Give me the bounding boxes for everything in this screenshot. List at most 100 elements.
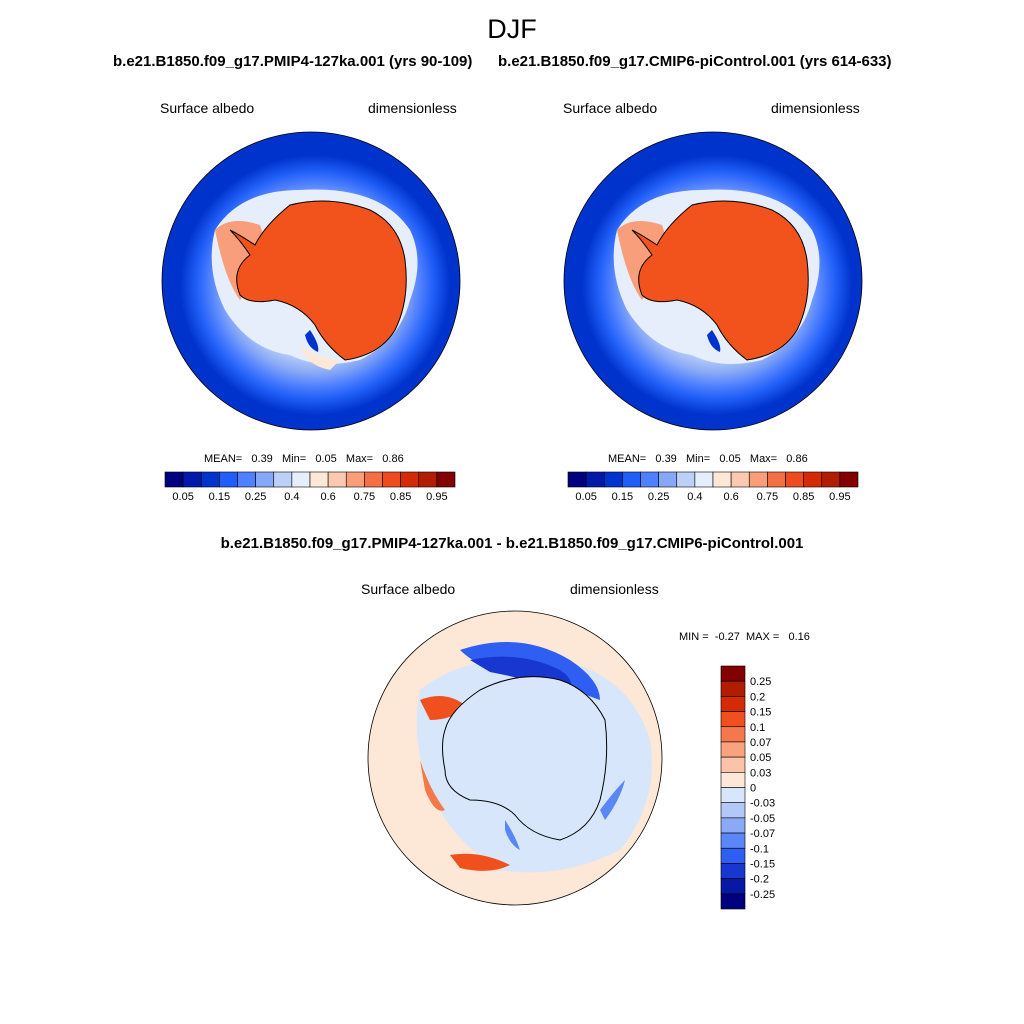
panel-1-colorbar-tick-label: 0.4 <box>284 491 299 503</box>
panel-3-colorbar-tick-label: 0.15 <box>750 707 771 719</box>
panel-3-colorbar-tick-label: 0.03 <box>750 767 771 779</box>
panel-3-colorbar-tick-label: -0.25 <box>750 889 775 901</box>
panel-2-colorbar-swatch <box>821 471 841 488</box>
panel-1-max-value: 0.86 <box>382 453 404 465</box>
panel-2-colorbar-swatch <box>785 471 804 488</box>
panel-1-colorbar-tick-label: 0.05 <box>172 491 193 503</box>
panel-2-colorbar-swatch <box>622 471 641 488</box>
panel-2-colorbar-swatch <box>567 471 587 488</box>
panel-3-colorbar-tick-label: 0 <box>750 783 756 795</box>
panel-1-colorbar-swatch <box>182 471 202 488</box>
panel-3-units-label: dimensionless <box>570 581 659 597</box>
panel-3-colorbar-swatch <box>720 863 746 879</box>
panel-3-colorbar-tick-label: 0.25 <box>750 676 771 688</box>
panel-3-colorbar-swatch <box>720 832 746 849</box>
panel-2-max-label: Max= <box>749 453 778 465</box>
panel-1-colorbar-swatch <box>436 471 456 488</box>
panel-3-colorbar-tick-label: 0.05 <box>750 752 771 764</box>
panel-3-colorbar-swatch <box>720 878 746 895</box>
panel-3-minmax: MIN = -0.27 MAX = 0.16 <box>679 631 810 643</box>
panel-1-colorbar-tick-label: 0.85 <box>390 491 411 503</box>
panel-1-colorbar: 0.05 0.15 0.25 0.4 0.6 0.75 0.85 0.95 <box>164 471 456 503</box>
panel-1-colorbar-swatch <box>327 471 347 488</box>
panel-3-min-value: -0.27 <box>714 631 740 643</box>
panel-2-min-label: Min= <box>685 453 711 465</box>
panel-3-colorbar-swatch <box>720 772 746 788</box>
panel-3-min-label: MIN = <box>679 631 709 643</box>
panel-2-variable-label: Surface albedo <box>563 100 658 116</box>
panel-2-colorbar-swatch <box>767 471 786 488</box>
panel-2-max-value: 0.86 <box>786 453 808 465</box>
panel-3-colorbar-swatch <box>720 802 746 819</box>
panel-1-colorbar-tick-label: 0.25 <box>245 491 266 503</box>
panel-1-colorbar-swatch <box>364 471 383 488</box>
panel-2-min-value: 0.05 <box>719 453 741 465</box>
panel-3-colorbar-tick-label: 0.07 <box>750 737 771 749</box>
panel-3-colorbar-swatch <box>720 726 746 743</box>
panel-3-colorbar-tick-label: 0.2 <box>750 691 765 703</box>
panel-3-colorbar: 0.25 0.2 0.15 0.1 0.07 0.05 0.03 0 -0.03 -0.05 -0.… <box>720 665 775 910</box>
panel-1-min-label: Min= <box>281 453 307 465</box>
panel-1-colorbar-swatch <box>382 471 401 488</box>
panel-3-colorbar-swatch <box>720 711 746 728</box>
panel-3-max-label: MAX = <box>745 631 780 643</box>
panel-2-colorbar-swatch <box>730 471 750 488</box>
panel-1-title: b.e21.B1850.f09_g17.PMIP4-127ka.001 (yrs… <box>113 53 473 70</box>
panel-3-colorbar-swatch <box>720 680 746 697</box>
panel-3-colorbar-tick-label: -0.2 <box>750 874 769 886</box>
panel-3-colorbar-swatch <box>720 817 746 834</box>
panel-1-variable-label: Surface albedo <box>160 100 255 116</box>
panel-2-stats: MEAN= 0.39 Min= 0.05 Max= 0.86 <box>608 453 808 465</box>
panel-1-units-label: dimensionless <box>368 100 457 116</box>
panel-1-mean-label: MEAN= <box>204 453 243 465</box>
panel-1-min-value: 0.05 <box>315 453 337 465</box>
panel-3-colorbar-swatch <box>720 696 746 712</box>
panel-1-colorbar-swatch <box>164 471 184 488</box>
panel-2-colorbar-swatch <box>748 471 768 488</box>
panel-2-colorbar-swatch <box>585 471 605 488</box>
panel-2-title: b.e21.B1850.f09_g17.CMIP6-piControl.001 … <box>498 53 892 70</box>
panel-3-colorbar-tick-label: -0.15 <box>750 858 775 870</box>
panel-3-colorbar-tick-label: -0.07 <box>750 828 775 840</box>
panel-1-colorbar-swatch <box>255 471 275 488</box>
panel-3-colorbar-swatch <box>720 741 746 758</box>
panel-1-colorbar-swatch <box>237 471 256 488</box>
panel-3-colorbar-swatch <box>720 893 746 910</box>
panel-1-colorbar-tick-label: 0.15 <box>209 491 230 503</box>
panel-1-colorbar-swatch <box>273 471 293 488</box>
panel-2-colorbar-tick-label: 0.85 <box>793 491 814 503</box>
panel-1-colorbar-swatch <box>309 471 329 488</box>
panel-2-colorbar-tick-label: 0.6 <box>723 491 738 503</box>
panel-1-colorbar-tick-label: 0.6 <box>320 491 335 503</box>
panel-3-colorbar-tick-label: 0.1 <box>750 722 765 734</box>
panel-1-colorbar-tick-label: 0.95 <box>426 491 447 503</box>
panel-3-colorbar-swatch <box>720 756 746 773</box>
season-title: DJF <box>487 14 537 44</box>
panel-3-colorbar-tick-label: -0.1 <box>750 843 769 855</box>
panel-1-colorbar-swatch <box>291 471 311 488</box>
panel-1-colorbar-swatch <box>345 471 365 488</box>
panel-2-mean-value: 0.39 <box>655 453 677 465</box>
panel-2-colorbar-tick-label: 0.95 <box>829 491 850 503</box>
panel-1-colorbar-swatch <box>200 471 220 488</box>
panel-2-colorbar-tick-label: 0.15 <box>612 491 633 503</box>
panel-2-colorbar-swatch <box>658 471 678 488</box>
panel-3-colorbar-swatch <box>720 665 746 682</box>
panel-2-colorbar-tick-label: 0.75 <box>757 491 778 503</box>
panel-2-colorbar: 0.05 0.15 0.25 0.4 0.6 0.75 0.85 0.95 <box>567 471 859 503</box>
panel-3-max-value: 0.16 <box>788 631 810 643</box>
panel-1-mean-value: 0.39 <box>251 453 273 465</box>
panel-2-colorbar-swatch <box>694 471 714 488</box>
panel-3-title: b.e21.B1850.f09_g17.PMIP4-127ka.001 - b.… <box>220 535 804 552</box>
panel-1-max-label: Max= <box>345 453 374 465</box>
panel-2-colorbar-swatch <box>640 471 659 488</box>
panel-2-colorbar-swatch <box>803 471 823 488</box>
panel-1-stats: MEAN= 0.39 Min= 0.05 Max= 0.86 <box>204 453 404 465</box>
panel-1-colorbar-swatch <box>418 471 438 488</box>
panel-2-colorbar-tick-label: 0.25 <box>648 491 669 503</box>
panel-3-colorbar-swatch <box>720 787 746 803</box>
panel-1-colorbar-swatch <box>400 471 420 488</box>
